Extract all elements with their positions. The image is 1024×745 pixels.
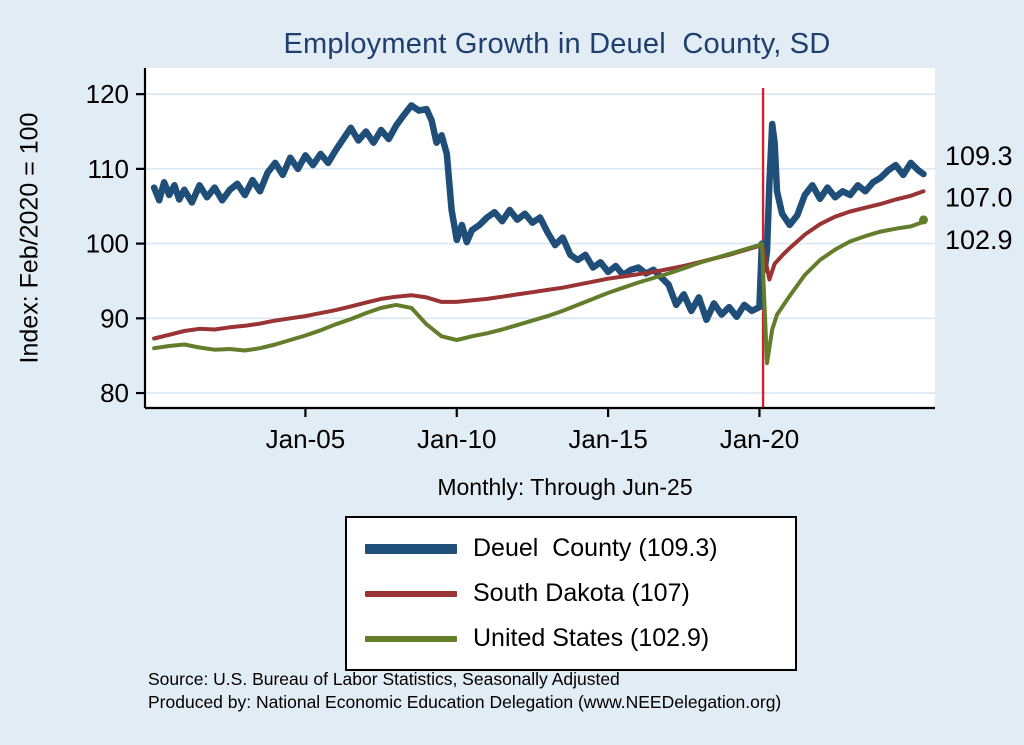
legend-label-deuel-county: Deuel County (109.3) xyxy=(473,534,718,562)
y-tick-label: 100 xyxy=(86,229,129,259)
end-value-label: 109.3 xyxy=(945,141,1013,171)
source-line: Source: U.S. Bureau of Labor Statistics,… xyxy=(148,669,620,689)
x-axis-note: Monthly: Through Jun-25 xyxy=(437,474,693,500)
legend-label-united-states: United States (102.9) xyxy=(473,624,710,652)
series-line-deuel-county xyxy=(150,102,927,324)
series-line-united-states xyxy=(152,219,926,366)
plot-area: 80 90 100 110 120 Jan-05 Jan-10 Jan-15 Jan-20 109… xyxy=(86,68,1013,454)
x-tick-label: Jan-20 xyxy=(720,424,800,454)
y-tick-label: 90 xyxy=(100,303,129,333)
y-axis-title: Index: Feb/2020 = 100 xyxy=(15,112,44,364)
plot-background xyxy=(145,68,935,408)
x-tick-label: Jan-15 xyxy=(568,424,648,454)
south-dakota-line-swatch xyxy=(365,590,457,597)
united-states-line-swatch xyxy=(365,635,457,642)
legend-item-south-dakota: South Dakota (107) xyxy=(365,577,777,610)
x-tick-label: Jan-05 xyxy=(266,424,346,454)
deuel-county-line-swatch xyxy=(365,543,457,554)
y-tick-label: 110 xyxy=(88,154,129,184)
end-value-label: 102.9 xyxy=(945,225,1013,255)
legend-item-deuel-county: Deuel County (109.3) xyxy=(365,532,777,565)
end-value-label: 107.0 xyxy=(945,182,1013,212)
y-tick-label: 80 xyxy=(100,378,129,408)
legend-label-south-dakota: South Dakota (107) xyxy=(473,579,690,607)
x-tick-label: Jan-10 xyxy=(417,424,497,454)
chart-title: Employment Growth in Deuel County, SD xyxy=(283,28,831,60)
series-end-dot xyxy=(918,215,928,225)
legend: Deuel County (109.3) South Dakota (107) … xyxy=(345,516,797,671)
produced-by-line: Produced by: National Economic Education… xyxy=(148,692,782,712)
source-note: Source: U.S. Bureau of Labor Statistics,… xyxy=(148,668,1008,714)
series-line-south-dakota xyxy=(152,189,926,341)
y-tick-label: 120 xyxy=(86,79,129,109)
legend-item-united-states: United States (102.9) xyxy=(365,622,777,655)
